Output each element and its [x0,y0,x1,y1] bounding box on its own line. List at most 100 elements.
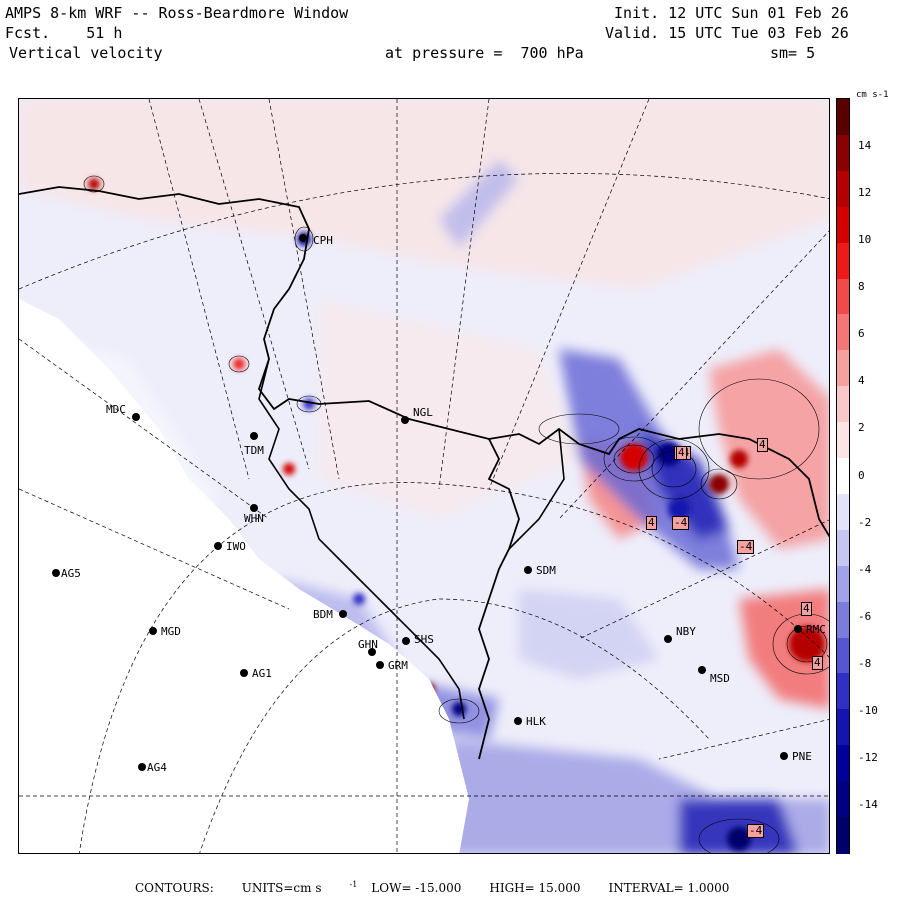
high-value: HIGH= 15.000 [489,881,581,895]
colorbar-swatch [837,565,849,603]
station-marker-ghn [368,648,376,656]
station-label-cph: CPH [313,234,333,247]
colorbar-tick-label: 10 [858,233,872,246]
coastline [19,186,829,538]
station-marker-grm [376,661,384,669]
colorbar-swatch [837,458,849,495]
colorbar-tick-label: 2 [858,421,865,434]
station-label-msd: MSD [710,672,730,685]
map-title: AMPS 8-km WRF -- Ross-Beardmore Window [5,4,349,22]
colorbar-tick-label: -12 [858,751,878,764]
station-label-nby: NBY [676,625,696,638]
station-marker-ag4 [138,763,146,771]
colorbar-units: cm s-1 [856,90,889,100]
graticule [19,99,829,853]
station-marker-shs [402,637,410,645]
colorbar-tick-label: 8 [858,280,865,293]
station-label-mgd: MGD [161,625,181,638]
station-label-hlk: HLK [526,715,546,728]
station-marker-ag1 [240,669,248,677]
masked-terrain [19,299,469,853]
station-label-sdm: SDM [536,564,556,577]
station-marker-tdm [250,432,258,440]
station-marker-bdm [339,610,347,618]
colorbar-swatch [837,817,849,854]
colorbar-swatch [837,709,849,746]
station-marker-whn [250,504,258,512]
contour-value-label: -4 [737,540,755,554]
colorbar-tick-label: 14 [858,139,872,152]
colorbar [836,98,850,854]
low-value: LOW= -15.000 [371,881,462,895]
station-label-grm: GRM [388,659,408,672]
colorbar-swatch [837,637,849,675]
colorbar-tick-label: 4 [858,374,865,387]
colorbar-tick-label: -8 [858,657,872,670]
station-marker-rmc [794,625,802,633]
colorbar-tick-label: -2 [858,516,872,529]
contours-label: CONTOURS: [135,881,214,895]
colorbar-tick-label: 12 [858,186,872,199]
colorbar-swatch [837,422,849,459]
colorbar-swatch [837,781,849,818]
contour-value-label: 4 [676,446,687,460]
colorbar-tick-label: -14 [858,798,878,811]
contour-value-label: 4 [801,602,812,616]
colorbar-swatch [837,99,849,136]
colorbar-swatch [837,278,849,316]
pressure-level: at pressure = 700 hPa [385,44,584,62]
variable-name: Vertical velocity [9,44,163,62]
station-label-ag1: AG1 [252,667,272,680]
station-marker-ag5 [52,569,60,577]
forecast-hour: Fcst. 51 h [5,24,123,42]
contour-value-label: 4 [646,516,657,530]
ice-shelf-front [478,438,520,760]
station-marker-iwo [214,542,222,550]
colorbar-swatch [837,134,849,172]
colorbar-swatch [837,493,849,531]
colorbar-swatch [837,314,849,351]
map-panel [18,98,830,854]
colorbar-tick-label: 0 [858,469,865,482]
colorbar-tick-label: -4 [858,563,872,576]
interval-value: INTERVAL= 1.0000 [608,881,730,895]
station-marker-mdc [132,413,140,421]
station-marker-hlk [514,717,522,725]
colorbar-swatch [837,529,849,567]
shelf-edge [508,428,565,550]
contour-lines [83,175,829,853]
station-marker-ngl [401,416,409,424]
smoothing-value: sm= 5 [770,44,816,62]
colorbar-swatch [837,745,849,782]
contour-value-label: -4 [672,516,690,530]
station-marker-sdm [524,566,532,574]
colorbar-swatch [837,170,849,208]
station-label-iwo: IWO [226,540,246,553]
station-marker-cph [299,234,307,242]
contour-value-label: -4 [747,824,765,838]
colorbar-tick-label: 6 [858,327,865,340]
station-label-bdm: BDM [313,608,333,621]
station-label-tdm: TDM [244,444,264,457]
station-label-ag5: AG5 [61,567,81,580]
contour-value-label: 4 [812,656,823,670]
station-label-shs: SHS [414,633,434,646]
station-label-ghn: GHN [358,638,378,651]
station-label-mdc: MDC [106,403,126,416]
colorbar-swatch [837,386,849,423]
station-marker-mgd [149,627,157,635]
station-label-whn: WHN [244,512,264,525]
station-marker-msd [698,666,706,674]
colorbar-swatch [837,206,849,244]
contour-value-label: 4 [757,438,768,452]
colorbar-swatch [837,673,849,710]
station-marker-pne [780,752,788,760]
map-canvas [19,99,829,853]
station-label-ag4: AG4 [147,761,167,774]
init-time: Init. 12 UTC Sun 01 Feb 26 [614,4,849,22]
colorbar-tick-label: -6 [858,610,872,623]
colorbar-swatch [837,242,849,280]
transantarctic-coast [258,358,465,720]
station-label-pne: PNE [792,750,812,763]
station-label-rmc: RMC [806,623,826,636]
